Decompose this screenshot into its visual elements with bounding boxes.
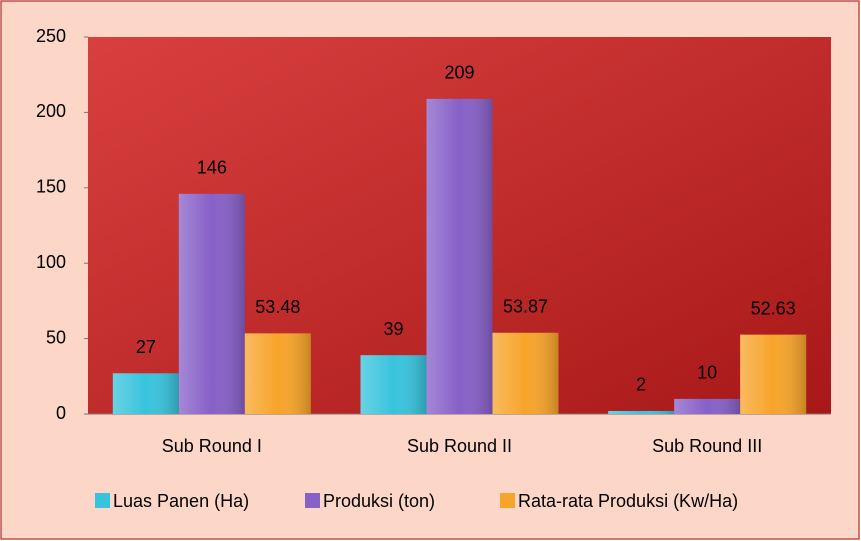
bar-shade bbox=[244, 333, 311, 414]
x-tick-label: Sub Round III bbox=[652, 436, 762, 456]
bar-shade bbox=[492, 332, 559, 414]
bar-shade bbox=[608, 410, 675, 414]
bar-shade bbox=[112, 373, 179, 414]
bar-shade bbox=[740, 334, 807, 414]
bar-shade bbox=[426, 98, 493, 414]
legend-label: Rata-rata Produksi (Kw/Ha) bbox=[518, 491, 738, 511]
data-label: 53.48 bbox=[255, 297, 300, 317]
bar-shade bbox=[178, 193, 245, 414]
data-label: 27 bbox=[136, 337, 156, 357]
data-label: 10 bbox=[697, 363, 717, 383]
y-tick-label: 200 bbox=[36, 101, 66, 121]
data-label: 146 bbox=[197, 158, 227, 178]
legend-swatch bbox=[305, 493, 320, 508]
y-tick-label: 250 bbox=[36, 26, 66, 46]
x-tick-label: Sub Round II bbox=[407, 436, 512, 456]
x-tick-label: Sub Round I bbox=[162, 436, 262, 456]
data-label: 53.87 bbox=[503, 297, 548, 317]
data-label: 209 bbox=[444, 63, 474, 83]
y-tick-label: 50 bbox=[46, 327, 66, 347]
legend-label: Produksi (ton) bbox=[323, 491, 435, 511]
y-tick-label: 100 bbox=[36, 252, 66, 272]
y-tick-label: 0 bbox=[56, 403, 66, 423]
data-label: 2 bbox=[636, 375, 646, 395]
bar-shade bbox=[674, 398, 741, 414]
bar-shade bbox=[360, 355, 427, 414]
y-tick-label: 150 bbox=[36, 177, 66, 197]
legend-label: Luas Panen (Ha) bbox=[113, 491, 249, 511]
data-label: 52.63 bbox=[751, 298, 796, 318]
data-label: 39 bbox=[383, 319, 403, 339]
legend-swatch bbox=[500, 493, 515, 508]
legend-swatch bbox=[95, 493, 110, 508]
